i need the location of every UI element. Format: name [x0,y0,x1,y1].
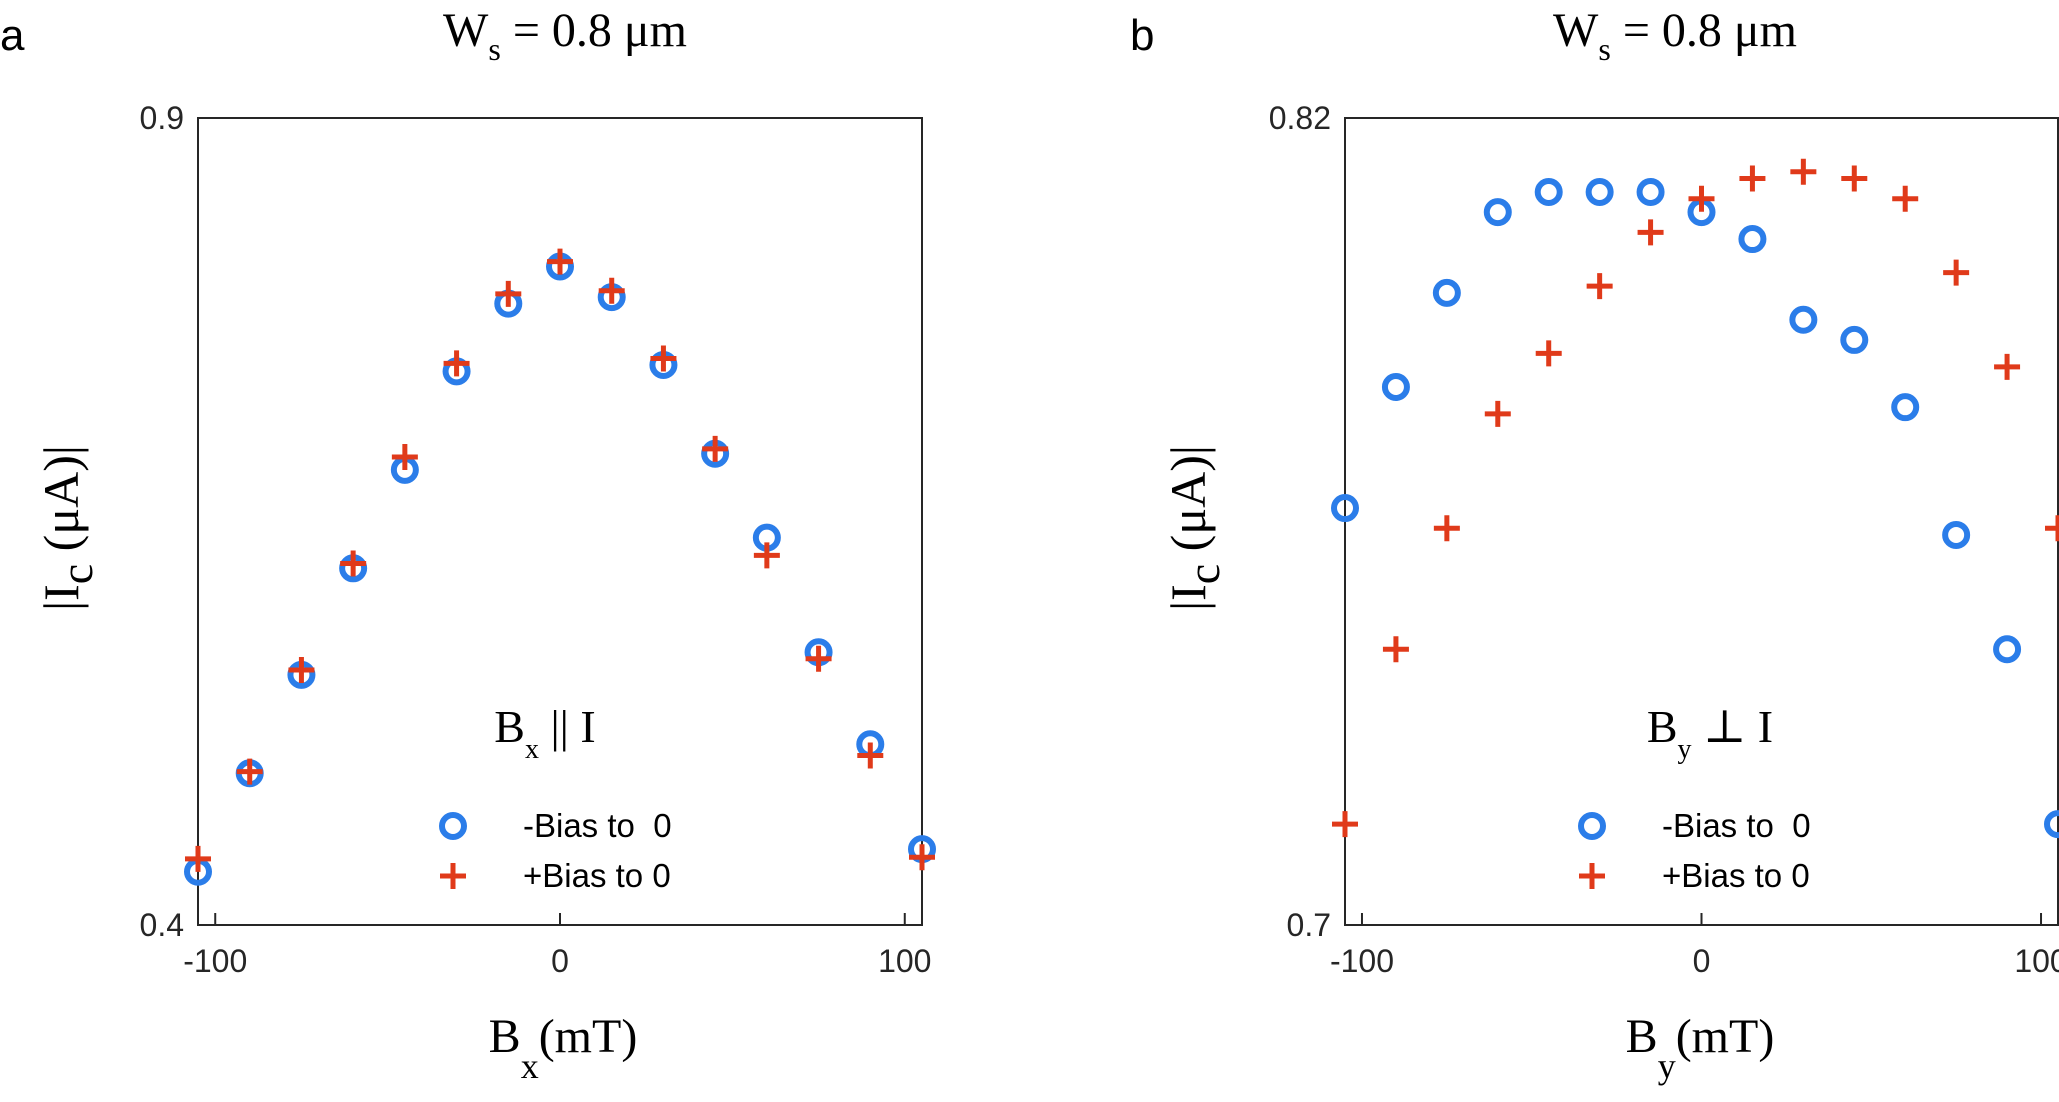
plot-frame [1344,117,2059,926]
data-point-neg-bias [1738,225,1767,254]
data-point-pos-bias [236,758,263,785]
x-axis-label: By(mT) [1626,1010,1775,1086]
data-point-pos-bias [1535,340,1562,367]
legend: -Bias to 0 +Bias to 0 [1578,807,1811,894]
legend-entry: -Bias to 0 [1662,807,1811,844]
data-point-pos-bias [598,277,625,304]
data-point-pos-bias [495,280,522,307]
x-tick-label: 0 [1693,943,1711,979]
data-point-pos-bias [1433,515,1460,542]
data-point-pos-bias [1841,165,1868,192]
data-point-pos-bias [702,435,729,462]
x-tick-label: -100 [183,943,247,979]
data-point-pos-bias [1892,185,1919,212]
data-point-pos-bias [1739,165,1766,192]
data-point-pos-bias [753,542,780,569]
x-tick-label: 100 [2014,943,2059,979]
field-orientation-annotation: Bx || I [494,701,595,765]
ticks: -100 0 100 0.7 0.82 [1269,100,2059,979]
data-point-neg-bias [1483,198,1512,227]
data-marks [1331,158,2059,839]
field-orientation-annotation: By ⊥ I [1647,701,1773,765]
y-axis-label: |Ic (μA)| [1160,445,1229,611]
data-marks [184,248,936,886]
x-tick-label: 100 [878,943,931,979]
data-point-pos-bias [391,443,418,470]
data-point-neg-bias [1840,325,1869,354]
y-tick-label: 0.9 [140,100,184,136]
panel-title: Ws = 0.8 μm [443,4,687,67]
data-point-pos-bias [805,645,832,672]
data-point-pos-bias [340,550,367,577]
data-point-neg-bias [1585,177,1614,206]
y-tick-label: 0.4 [140,907,184,943]
data-point-pos-bias [909,844,935,871]
data-point-neg-bias [1789,305,1818,334]
data-point-neg-bias [1381,373,1410,401]
data-point-pos-bias [1790,158,1817,185]
data-point-pos-bias [1586,273,1613,300]
data-point-neg-bias [1636,177,1665,206]
panel-label: b [1130,11,1154,60]
ticks: -100 0 100 0.4 0.9 [140,100,932,979]
data-point-pos-bias [857,742,884,769]
legend-marker [439,812,467,840]
legend-marker [1578,812,1606,840]
data-point-pos-bias [1943,259,1970,286]
panel-label: a [0,11,25,60]
data-point-pos-bias [1688,185,1715,212]
data-point-pos-bias [1484,400,1511,427]
data-point-pos-bias [2045,515,2059,542]
data-point-neg-bias [2044,810,2059,839]
y-tick-label: 0.82 [1269,100,1331,136]
legend-entry: +Bias to 0 [523,857,671,894]
data-point-pos-bias [650,345,677,372]
data-point-pos-bias [443,350,470,377]
legend-entry: +Bias to 0 [1662,857,1810,894]
y-tick-label: 0.7 [1287,907,1331,943]
y-axis-label: |Ic (μA)| [33,445,102,611]
panel-title: Ws = 0.8 μm [1553,4,1797,67]
data-point-pos-bias [288,656,315,683]
data-point-pos-bias [547,248,573,275]
data-point-pos-bias [1332,811,1358,838]
data-point-neg-bias [1942,520,1971,549]
data-point-pos-bias [1994,353,2021,380]
data-point-pos-bias [1382,636,1409,663]
data-point-neg-bias [1993,635,2022,664]
legend-marker [1579,863,1605,889]
x-tick-label: 0 [551,943,569,979]
panel-a: a Ws = 0.8 μm -100 0 100 0.4 0.9 |Ic (μA)| B… [0,4,936,1086]
data-point-neg-bias [1534,177,1563,206]
plot-frame [197,117,923,926]
x-axis-label: Bx(mT) [489,1010,638,1086]
data-point-pos-bias [1637,219,1664,246]
x-tick-label: -100 [1330,943,1394,979]
legend: -Bias to 0 +Bias to 0 [439,807,672,894]
data-point-neg-bias [1891,393,1920,422]
data-point-neg-bias [1432,278,1461,307]
data-point-pos-bias [185,845,211,872]
legend-marker [440,863,466,889]
data-point-neg-bias [1331,494,1359,523]
legend-entry: -Bias to 0 [523,807,672,844]
